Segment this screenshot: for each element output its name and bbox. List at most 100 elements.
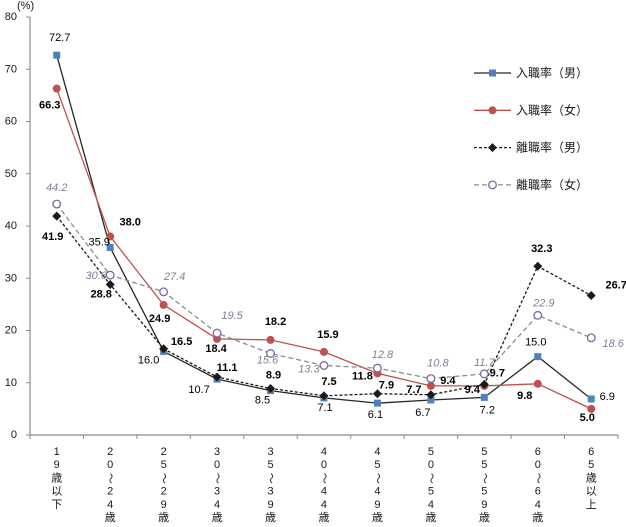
y-tick-label: 60 bbox=[5, 116, 17, 128]
data-label: 7.9 bbox=[379, 380, 394, 392]
x-tick-label-char: ～ bbox=[371, 473, 383, 484]
data-label: 12.8 bbox=[372, 349, 394, 361]
data-point-marker bbox=[52, 211, 62, 221]
x-tick-label-char: 6 bbox=[535, 486, 541, 498]
data-label: 6.7 bbox=[415, 407, 430, 419]
data-label: 35.9 bbox=[88, 236, 109, 248]
x-tick-label-char: 3 bbox=[267, 446, 273, 458]
x-tick-label-char: 5 bbox=[161, 459, 167, 471]
x-tick-label-char: ～ bbox=[318, 473, 330, 484]
y-tick-label: 30 bbox=[5, 272, 17, 284]
x-tick-label-char: 4 bbox=[374, 486, 380, 498]
data-label: 11.1 bbox=[217, 362, 238, 374]
data-label: 8.9 bbox=[266, 369, 281, 381]
data-point-marker bbox=[319, 347, 328, 356]
x-tick-label-char: 歳 bbox=[586, 471, 597, 484]
data-label: 26.7 bbox=[606, 279, 626, 291]
series-line-2 bbox=[56, 215, 592, 397]
data-point-marker bbox=[488, 143, 497, 153]
data-point-marker bbox=[266, 349, 275, 358]
x-tick-label-char: 5 bbox=[267, 459, 273, 471]
data-label: 19.5 bbox=[221, 310, 243, 322]
x-tick-label-char: 9 bbox=[54, 459, 60, 471]
x-tick-label-char: 歳 bbox=[212, 511, 223, 524]
x-tick-label-char: ～ bbox=[158, 473, 170, 484]
data-point-marker bbox=[479, 369, 489, 379]
x-tick-label-char: ～ bbox=[478, 473, 490, 484]
data-label: 16.5 bbox=[171, 336, 192, 348]
y-tick-label: 10 bbox=[5, 377, 17, 389]
data-point-marker bbox=[266, 335, 275, 344]
x-tick-label-char: ～ bbox=[104, 473, 116, 484]
data-label: 9.4 bbox=[465, 384, 481, 396]
data-label: 44.2 bbox=[46, 182, 67, 194]
data-point-marker bbox=[319, 361, 329, 370]
x-tick-label-char: 以 bbox=[586, 486, 597, 498]
data-point-marker bbox=[489, 69, 496, 77]
data-point-marker bbox=[480, 393, 488, 401]
data-point-marker bbox=[372, 363, 382, 373]
x-tick-label-char: 5 bbox=[588, 459, 594, 471]
data-label: 9.4 bbox=[440, 375, 456, 387]
x-tick-label-char: ～ bbox=[265, 473, 277, 484]
data-point-marker bbox=[159, 300, 168, 309]
data-point-marker bbox=[212, 372, 222, 382]
data-point-marker bbox=[586, 290, 596, 300]
x-tick-label-char: 歳 bbox=[318, 511, 329, 524]
x-tick-label-char: 歳 bbox=[372, 511, 383, 524]
data-label: 30.6 bbox=[85, 270, 107, 282]
x-tick-label-char: 9 bbox=[481, 499, 487, 511]
data-point-marker bbox=[266, 383, 276, 393]
data-point-marker bbox=[105, 280, 115, 290]
x-tick-label-char: 4 bbox=[321, 499, 327, 511]
x-tick-label-char: 5 bbox=[481, 446, 487, 458]
data-label: 18.2 bbox=[265, 316, 286, 328]
data-point-marker bbox=[159, 344, 169, 354]
x-tick-label-char: 3 bbox=[214, 486, 220, 498]
x-tick-label-char: 0 bbox=[321, 459, 327, 471]
x-tick-label-char: 歳 bbox=[532, 511, 543, 524]
data-point-marker bbox=[534, 353, 542, 361]
data-point-marker bbox=[212, 328, 222, 338]
data-point-marker bbox=[52, 84, 61, 93]
x-tick-label-char: 9 bbox=[267, 499, 273, 511]
x-tick-label-char: 歳 bbox=[51, 471, 62, 484]
x-tick-label-char: 以 bbox=[51, 486, 62, 498]
x-tick-label-char: 1 bbox=[54, 446, 60, 458]
x-tick-label-char: 0 bbox=[214, 459, 220, 471]
x-tick-label-char: 3 bbox=[214, 446, 220, 458]
x-tick-label-char: ～ bbox=[532, 473, 544, 484]
y-tick-label: 40 bbox=[5, 220, 17, 232]
x-tick-label-char: ～ bbox=[425, 473, 437, 484]
legend-label: 入職率（女） bbox=[516, 102, 588, 117]
data-label: 9.7 bbox=[490, 367, 505, 379]
x-tick-label-char: 4 bbox=[321, 446, 327, 458]
data-label: 13.3 bbox=[298, 364, 320, 376]
x-tick-label-char: 0 bbox=[428, 459, 434, 471]
x-tick-label-char: 9 bbox=[161, 499, 167, 511]
x-tick-label-char: 5 bbox=[374, 459, 380, 471]
x-tick-label-char: 4 bbox=[321, 486, 327, 498]
x-tick-label-char: 6 bbox=[535, 446, 541, 458]
data-label: 7.5 bbox=[321, 376, 336, 388]
data-label: 24.9 bbox=[149, 313, 170, 325]
x-tick-label-char: 2 bbox=[107, 486, 113, 498]
data-label: 16.0 bbox=[138, 354, 159, 366]
x-tick-label-char: 5 bbox=[481, 459, 487, 471]
y-tick-label: 0 bbox=[11, 429, 17, 441]
data-point-marker bbox=[479, 379, 489, 389]
data-point-marker bbox=[587, 395, 595, 403]
data-label: 8.5 bbox=[255, 395, 270, 407]
data-label: 32.3 bbox=[531, 243, 552, 255]
x-tick-label-char: 4 bbox=[107, 499, 113, 511]
data-label: 5.0 bbox=[580, 412, 595, 424]
data-label: 7.1 bbox=[317, 402, 332, 414]
x-tick-label-char: 3 bbox=[267, 486, 273, 498]
data-label: 6.1 bbox=[368, 409, 383, 421]
x-tick-label-char: 4 bbox=[535, 499, 541, 511]
data-point-marker bbox=[53, 51, 61, 59]
data-point-marker bbox=[373, 399, 381, 407]
data-point-marker bbox=[426, 390, 436, 400]
